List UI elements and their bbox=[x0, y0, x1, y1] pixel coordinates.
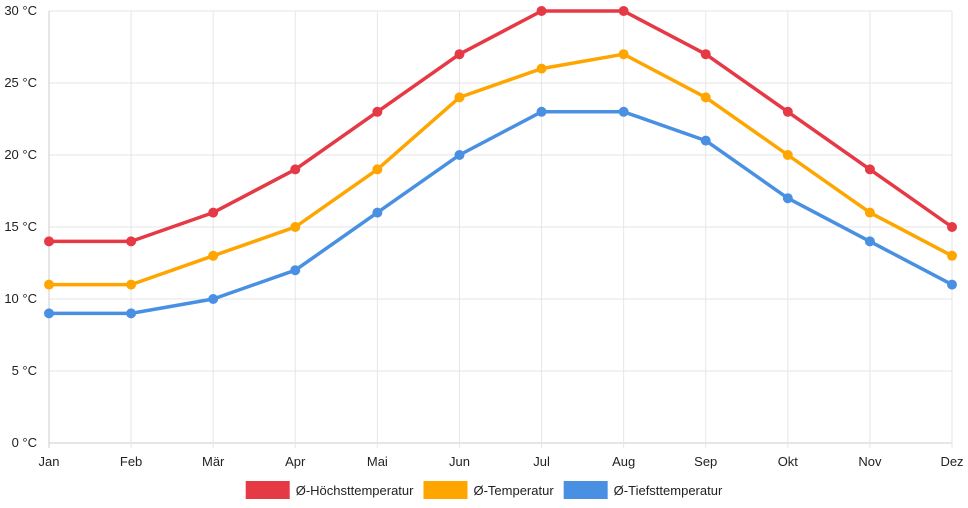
data-point[interactable] bbox=[126, 236, 137, 247]
data-point[interactable] bbox=[536, 106, 547, 117]
data-point[interactable] bbox=[618, 49, 629, 60]
y-tick-label: 30 °C bbox=[4, 3, 37, 18]
data-point[interactable] bbox=[700, 49, 711, 60]
legend-swatch[interactable] bbox=[563, 481, 608, 499]
data-point[interactable] bbox=[372, 106, 383, 117]
data-point[interactable] bbox=[536, 63, 547, 74]
data-point[interactable] bbox=[536, 6, 547, 16]
legend-label: Ø-Tiefsttemperatur bbox=[614, 483, 723, 498]
x-tick-label: Mai bbox=[367, 454, 388, 469]
data-point[interactable] bbox=[618, 106, 629, 117]
data-point[interactable] bbox=[864, 164, 875, 175]
data-point[interactable] bbox=[126, 308, 137, 319]
data-point[interactable] bbox=[618, 6, 629, 16]
data-point[interactable] bbox=[454, 150, 465, 160]
series-1 bbox=[44, 49, 957, 290]
series-line bbox=[47, 110, 954, 316]
x-tick-label: Feb bbox=[120, 454, 142, 469]
data-point[interactable] bbox=[44, 308, 54, 319]
y-tick-label: 20 °C bbox=[4, 147, 37, 162]
data-point[interactable] bbox=[454, 92, 465, 103]
y-tick-label: 25 °C bbox=[4, 75, 37, 90]
series-line bbox=[47, 52, 954, 287]
legend-swatch[interactable] bbox=[423, 481, 468, 499]
y-tick-label: 0 °C bbox=[12, 435, 37, 450]
data-point[interactable] bbox=[454, 49, 465, 60]
data-point[interactable] bbox=[372, 207, 383, 218]
data-point[interactable] bbox=[208, 250, 219, 261]
data-point[interactable] bbox=[44, 279, 54, 290]
series-2 bbox=[44, 106, 957, 319]
data-point[interactable] bbox=[208, 294, 219, 304]
data-point[interactable] bbox=[864, 207, 875, 218]
x-tick-label: Mär bbox=[202, 454, 225, 469]
legend-swatch[interactable] bbox=[245, 481, 290, 499]
data-point[interactable] bbox=[372, 164, 383, 175]
data-point[interactable] bbox=[290, 222, 301, 232]
legend: Ø-Höchsttemperatur Ø-Temperatur Ø-Tiefstte… bbox=[245, 481, 723, 499]
data-point[interactable] bbox=[947, 222, 957, 232]
legend-label: Ø-Temperatur bbox=[473, 483, 554, 498]
data-point[interactable] bbox=[44, 236, 54, 247]
data-point[interactable] bbox=[947, 250, 957, 261]
axes: 0 °C 5 °C 10 °C 15 °C 20 °C 25 °C 30 °C Jan Feb M… bbox=[4, 3, 963, 469]
x-tick-label: Jan bbox=[39, 454, 60, 469]
x-tick-label: Jun bbox=[449, 454, 470, 469]
data-point[interactable] bbox=[290, 164, 301, 175]
data-point[interactable] bbox=[947, 279, 957, 290]
data-point[interactable] bbox=[208, 207, 219, 218]
data-point[interactable] bbox=[782, 106, 793, 117]
y-tick-label: 15 °C bbox=[4, 219, 37, 234]
x-tick-label: Jul bbox=[533, 454, 550, 469]
data-point[interactable] bbox=[864, 236, 875, 247]
data-point[interactable] bbox=[290, 265, 301, 276]
data-point[interactable] bbox=[782, 150, 793, 160]
y-tick-label: 5 °C bbox=[12, 363, 37, 378]
legend-label: Ø-Höchsttemperatur bbox=[296, 483, 414, 498]
x-tick-label: Aug bbox=[612, 454, 635, 469]
data-point[interactable] bbox=[126, 279, 137, 290]
x-tick-label: Okt bbox=[778, 454, 799, 469]
grid-lines bbox=[48, 10, 953, 448]
series-lines bbox=[44, 6, 957, 319]
data-point[interactable] bbox=[700, 92, 711, 103]
series-line bbox=[47, 9, 954, 244]
x-tick-label: Sep bbox=[694, 454, 717, 469]
series-0 bbox=[44, 6, 957, 247]
data-point[interactable] bbox=[700, 135, 711, 146]
x-tick-label: Nov bbox=[858, 454, 882, 469]
x-tick-label: Apr bbox=[285, 454, 306, 469]
y-tick-label: 10 °C bbox=[4, 291, 37, 306]
x-tick-label: Dez bbox=[940, 454, 963, 469]
data-point[interactable] bbox=[782, 193, 793, 204]
